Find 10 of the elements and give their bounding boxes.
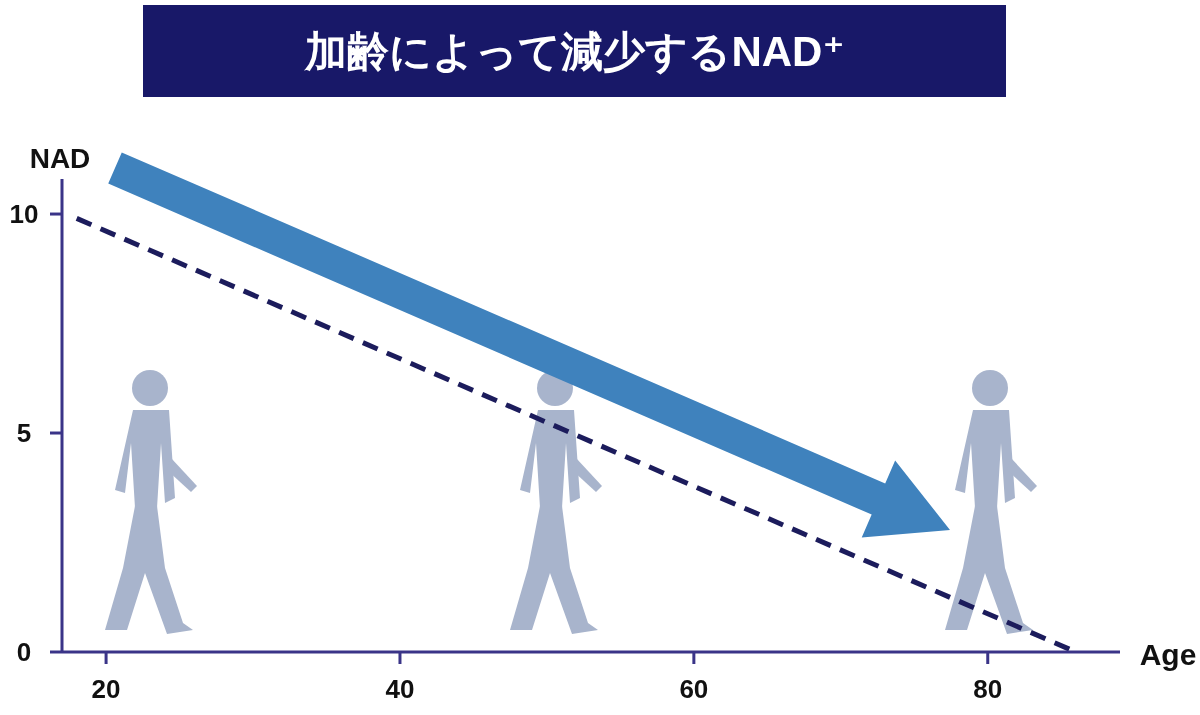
x-tick-label: 80	[973, 674, 1003, 704]
y-axis-title: NAD	[29, 143, 91, 174]
x-axis-title: Age	[1139, 638, 1197, 671]
x-tick-label: 60	[679, 674, 709, 704]
y-tick-label: 10	[9, 199, 39, 230]
x-tick-label: 40	[385, 674, 415, 704]
y-tick-label: 5	[16, 418, 32, 449]
chart-title: 加齢によって減少するNAD⁺	[304, 28, 845, 75]
x-tick-label: 20	[91, 674, 121, 704]
y-tick-label: 0	[16, 637, 32, 667]
